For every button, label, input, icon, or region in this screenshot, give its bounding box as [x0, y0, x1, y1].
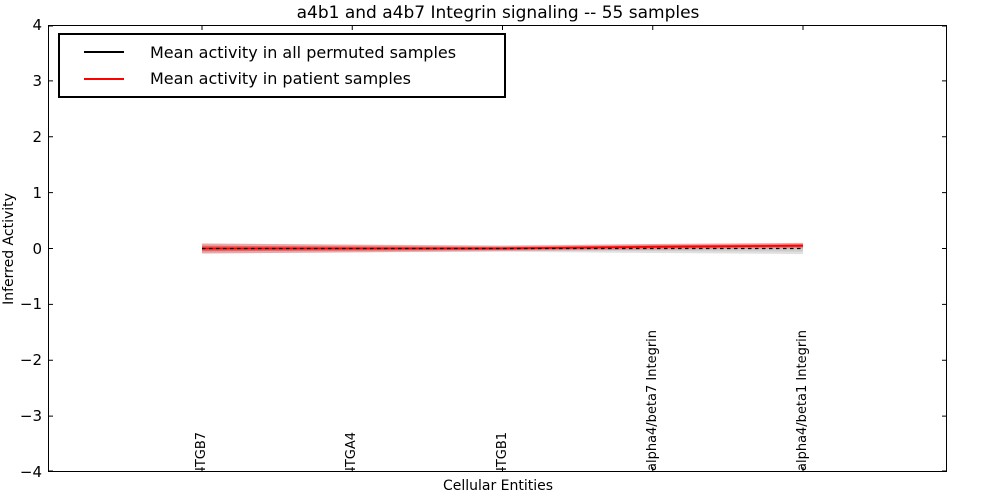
y-tick-label: 3 [32, 71, 42, 90]
x-axis-label: Cellular Entities [442, 478, 554, 494]
plot-area [48, 25, 947, 472]
legend-line-sample [84, 51, 124, 54]
x-tick-label: ITGB1 [494, 431, 510, 471]
x-tick-label: ITGA4 [344, 431, 360, 471]
y-tick-label: −2 [19, 351, 42, 370]
legend-line-sample [84, 77, 124, 80]
x-tick-label: ITGB7 [194, 431, 209, 471]
y-tick-label: −1 [19, 295, 42, 314]
legend-row: Mean activity in all permuted samples [72, 43, 504, 62]
legend: Mean activity in all permuted samples Mea… [58, 33, 506, 98]
plot-canvas [48, 25, 947, 472]
y-tick-label: 2 [32, 127, 42, 146]
legend-label: Mean activity in patient samples [150, 69, 411, 89]
y-tick-label: 1 [32, 183, 42, 202]
y-tick-label: −4 [19, 463, 42, 481]
axes-frame [48, 25, 947, 472]
chart-title: a4b1 and a4b7 Integrin signaling -- 55 s… [296, 3, 700, 23]
legend-label: Mean activity in all permuted samples [150, 42, 457, 62]
y-tick-label: 0 [32, 239, 42, 258]
x-tick-label: alpha4/beta1 Integrin [795, 329, 810, 471]
y-tick-label: 4 [32, 16, 42, 34]
x-tick-label: alpha4/beta7 Integrin [644, 329, 660, 471]
y-tick-label: −3 [19, 407, 42, 426]
legend-row: Mean activity in patient samples [72, 69, 504, 88]
